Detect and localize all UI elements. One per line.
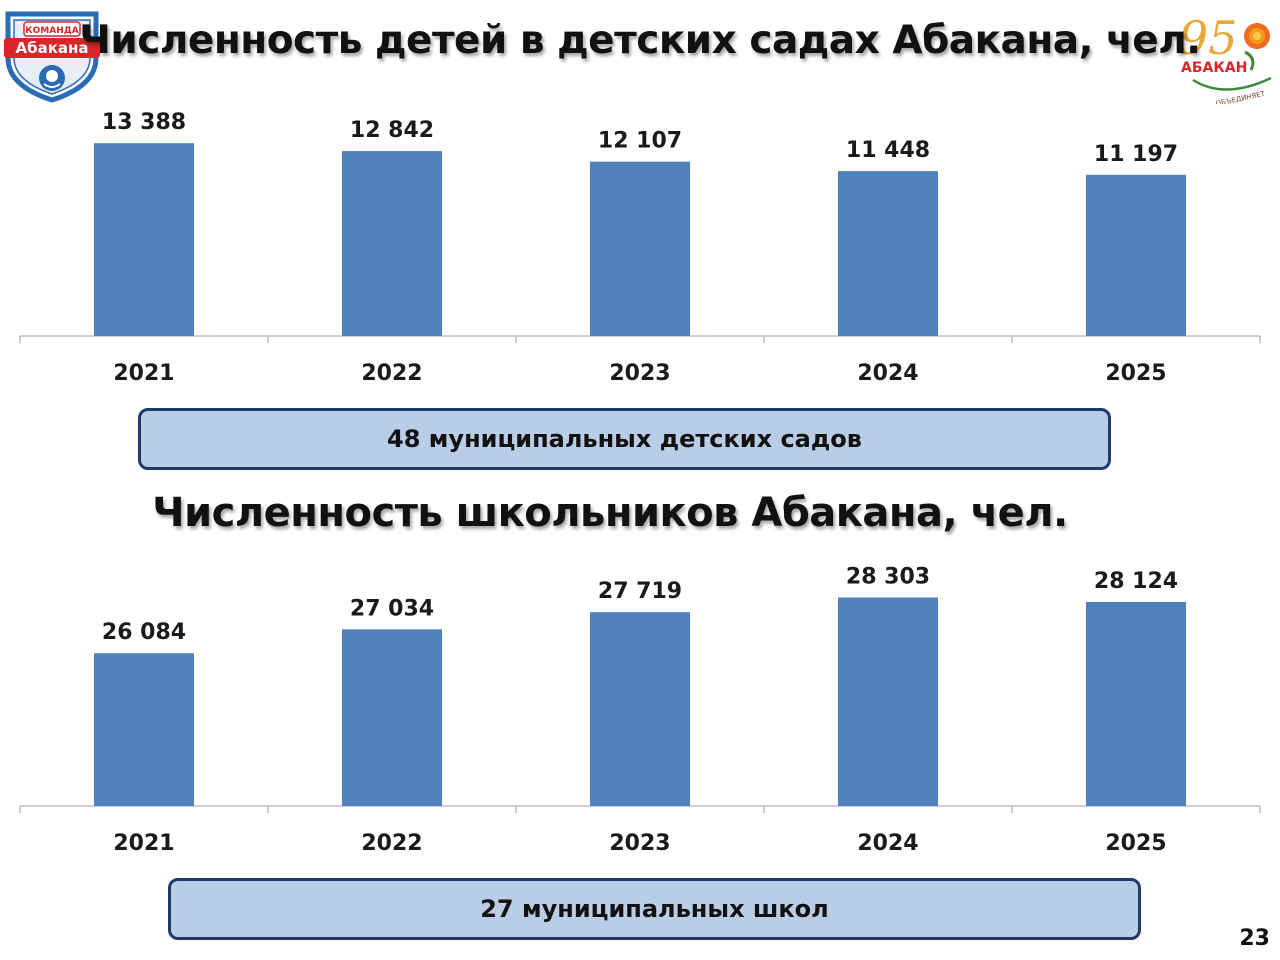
svg-text:95: 95 bbox=[1179, 11, 1238, 65]
bar-2022 bbox=[342, 151, 442, 336]
bar-value-label: 12 107 bbox=[598, 129, 682, 154]
bar-value-label: 13 388 bbox=[102, 110, 186, 135]
bar-2023 bbox=[590, 161, 690, 336]
bar-value-label: 11 448 bbox=[846, 138, 930, 163]
bar-2024 bbox=[838, 597, 938, 806]
bar-2023 bbox=[590, 612, 690, 806]
bar-value-label: 28 303 bbox=[846, 565, 930, 590]
kindergartens-count-note: 48 муниципальных детских садов bbox=[138, 408, 1111, 470]
svg-text:КОМАНДА: КОМАНДА bbox=[25, 26, 78, 36]
x-tick-label: 2021 bbox=[113, 361, 174, 386]
kindergarten-children-bar-chart: 13 388 2021 12 842 2022 12 107 2023 11 448 2024… bbox=[0, 100, 1280, 400]
x-tick-label: 2021 bbox=[113, 831, 174, 856]
x-tick-label: 2023 bbox=[609, 831, 670, 856]
x-tick-label: 2024 bbox=[857, 831, 918, 856]
chart-title-kindergartens: Численность детей в детских садах Абакан… bbox=[79, 18, 1201, 63]
team-abakan-logo: КОМАНДА Абакана bbox=[2, 8, 102, 104]
bar-value-label: 28 124 bbox=[1094, 569, 1178, 594]
bar-2022 bbox=[342, 629, 442, 806]
x-tick-label: 2024 bbox=[857, 361, 918, 386]
bar-2021 bbox=[94, 143, 194, 336]
x-tick-label: 2022 bbox=[361, 831, 422, 856]
bar-value-label: 27 034 bbox=[350, 596, 434, 621]
abakan-95-anniversary-logo: 95 АБАКАН ОБЪЕДИНЯЕТ bbox=[1175, 8, 1280, 108]
schoolchildren-bar-chart: 26 084 2021 27 034 2022 27 719 2023 28 303 2024… bbox=[0, 560, 1280, 860]
svg-text:Абакана: Абакана bbox=[16, 39, 89, 57]
x-tick-label: 2025 bbox=[1105, 831, 1166, 856]
svg-text:АБАКАН: АБАКАН bbox=[1181, 60, 1247, 76]
bar-2024 bbox=[838, 171, 938, 336]
x-tick-label: 2025 bbox=[1105, 361, 1166, 386]
bar-2021 bbox=[94, 653, 194, 806]
bar-value-label: 26 084 bbox=[102, 620, 186, 645]
x-tick-label: 2023 bbox=[609, 361, 670, 386]
bar-value-label: 11 197 bbox=[1094, 142, 1178, 167]
x-tick-label: 2022 bbox=[361, 361, 422, 386]
bar-2025 bbox=[1086, 601, 1186, 806]
bar-2025 bbox=[1086, 174, 1186, 336]
chart-title-schoolchildren: Численность школьников Абакана, чел. bbox=[152, 490, 1068, 536]
bar-value-label: 27 719 bbox=[598, 579, 682, 604]
bar-value-label: 12 842 bbox=[350, 118, 434, 143]
schools-count-note: 27 муниципальных школ bbox=[168, 878, 1141, 940]
page-number: 23 bbox=[1239, 926, 1270, 951]
